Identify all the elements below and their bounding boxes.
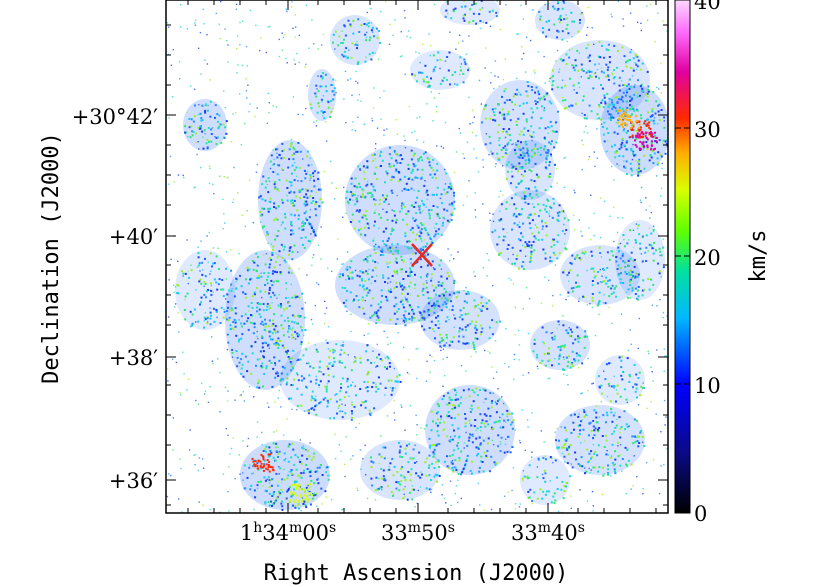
- colorbar-tick-label: 20: [694, 246, 721, 270]
- colorbar-tick-label: 40: [694, 0, 721, 14]
- colorbar-tick-label: 30: [694, 118, 721, 142]
- y-axis-title: Declination (J2000): [39, 132, 64, 384]
- velocity-map-image: [166, 0, 668, 513]
- colorbar-tick-label: 0: [694, 502, 707, 526]
- y-tick-label: +30°42′: [72, 105, 159, 129]
- y-tick-label: +40′: [109, 225, 158, 249]
- y-tick-label: +38′: [109, 346, 158, 370]
- colorbar-unit-label: km/s: [746, 230, 771, 283]
- y-tick-label: +36′: [109, 469, 158, 493]
- x-tick-label: 33m50s: [381, 520, 455, 545]
- map-frame: [165, 0, 669, 514]
- colorbar: 0 10 20 30 40 km/s: [674, 0, 771, 526]
- colorbar-tick-label: 10: [694, 374, 721, 398]
- x-tick-label: 1h34m00s: [240, 520, 336, 545]
- x-axis-title: Right Ascension (J2000): [264, 561, 569, 586]
- cross-marker: [411, 243, 433, 267]
- x-tick-label: 33m40s: [511, 520, 585, 545]
